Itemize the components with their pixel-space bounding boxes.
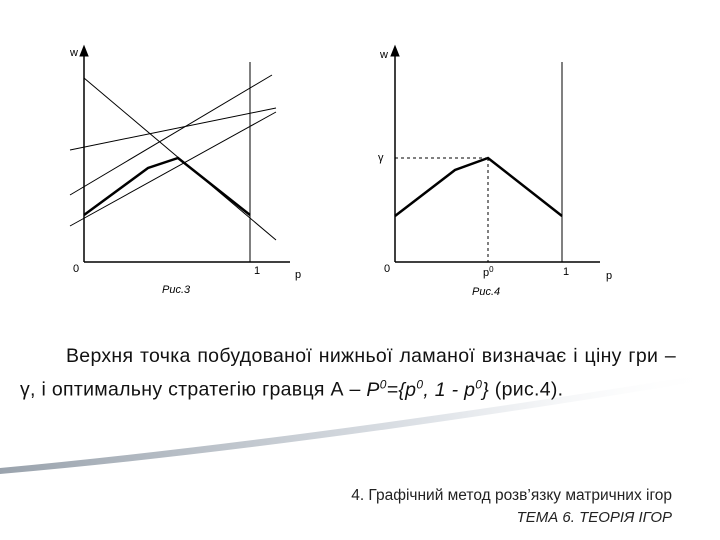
sup: 0 bbox=[379, 377, 387, 391]
axis-label: 1 bbox=[563, 266, 569, 278]
footer-topic: 4. Графічний метод розв’язку матричних і… bbox=[351, 487, 672, 504]
formula-part: , 1 - p bbox=[423, 378, 476, 401]
formula-part: P bbox=[366, 378, 380, 401]
formula-part: ={p bbox=[386, 378, 417, 401]
figure-3 bbox=[69, 44, 290, 263]
axis-label: γ bbox=[378, 152, 384, 164]
axis-label: 1 bbox=[254, 265, 260, 277]
paragraph: Верхня точка побудованої нижньої ламаної… bbox=[20, 342, 676, 404]
axis-label: p bbox=[606, 270, 612, 282]
figure-4 bbox=[390, 44, 600, 263]
caption: Рис.3 bbox=[162, 284, 191, 296]
axis-label: 0 bbox=[384, 263, 390, 275]
sup: 0 bbox=[475, 377, 483, 391]
formula-part: } bbox=[482, 378, 490, 401]
text: Верхня точка побудованої нижньої ламаної… bbox=[20, 345, 676, 401]
sup: 0 bbox=[416, 377, 424, 391]
footer-theme: ТЕМА 6. ТЕОРІЯ ІГОР bbox=[516, 509, 672, 526]
p0-sup: 0 bbox=[489, 265, 494, 274]
decor-swoosh bbox=[0, 372, 720, 474]
axis-label: w bbox=[69, 47, 78, 59]
caption: Рис.4 bbox=[472, 286, 500, 298]
text: (рис.4). bbox=[489, 378, 564, 401]
axis-label: 0 bbox=[73, 263, 79, 275]
formula: P0={p0, 1 - p0} bbox=[366, 377, 490, 401]
axis-label: w bbox=[379, 49, 388, 61]
axis-label: p bbox=[295, 269, 301, 281]
axis-label: p0 bbox=[483, 265, 494, 279]
p0-base: p bbox=[483, 267, 489, 279]
